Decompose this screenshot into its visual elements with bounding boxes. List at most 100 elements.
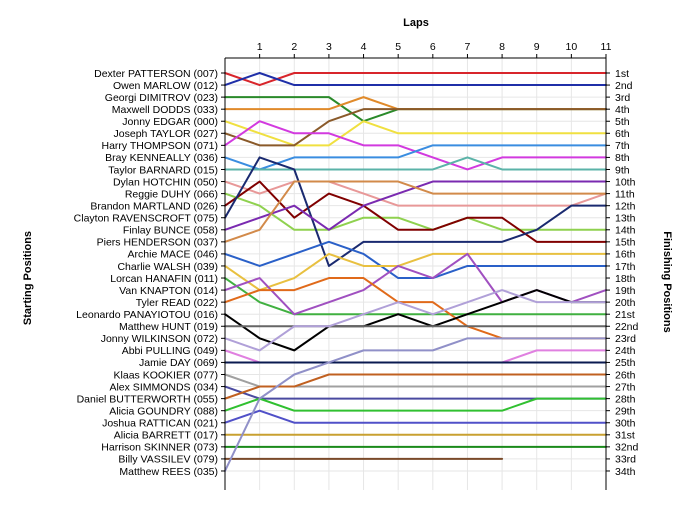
starting-rider-label-25: Jamie DAY (069) bbox=[139, 357, 218, 369]
series-line-17 bbox=[224, 252, 607, 292]
finishing-position-label-27: 27th bbox=[615, 381, 636, 393]
starting-rider-label-16: Archie MACE (046) bbox=[128, 249, 218, 261]
starting-rider-label-10: Dylan HOTCHIN (050) bbox=[113, 176, 218, 188]
series-line-6 bbox=[224, 108, 607, 147]
finishing-position-label-10: 10th bbox=[615, 176, 636, 188]
finishing-position-label-21: 21st bbox=[615, 309, 635, 321]
lap-tick-label-11: 11 bbox=[601, 41, 612, 53]
lap-tick-label-9: 9 bbox=[534, 41, 540, 53]
lap-tick-label-3: 3 bbox=[326, 41, 332, 53]
starting-rider-label-14: Finlay BUNCE (058) bbox=[123, 225, 218, 237]
series-line-8 bbox=[224, 144, 607, 171]
series-line-34 bbox=[224, 337, 607, 472]
lap-tick-label-10: 10 bbox=[566, 41, 578, 53]
finishing-position-label-24: 24th bbox=[615, 345, 636, 357]
finishing-position-label-32: 32nd bbox=[615, 442, 639, 454]
series-line-15 bbox=[224, 180, 607, 243]
series-line-19 bbox=[224, 252, 607, 316]
series-line-30 bbox=[224, 409, 607, 424]
finishing-position-label-1: 1st bbox=[615, 68, 629, 80]
lap-tick-label-1: 1 bbox=[257, 41, 263, 53]
finishing-position-label-4: 4th bbox=[615, 104, 630, 116]
starting-rider-label-32: Harrison SKINNER (073) bbox=[101, 442, 218, 454]
label-layer: 1 2 3 4 5 6 7 8 9 10 11 Dexter PATTERSON (007)Owen … bbox=[74, 41, 639, 478]
starting-rider-label-27: Alex SIMMONDS (034) bbox=[109, 381, 218, 393]
y-axis-left-title: Starting Positions bbox=[22, 231, 34, 325]
series-line-29 bbox=[224, 397, 607, 412]
starting-rider-label-6: Joseph TAYLOR (027) bbox=[114, 128, 218, 140]
series-line-10 bbox=[224, 180, 607, 207]
series-line-26 bbox=[224, 373, 607, 388]
starting-rider-label-8: Bray KENNEALLY (036) bbox=[105, 152, 218, 164]
starting-rider-label-13: Clayton RAVENSCROFT (075) bbox=[74, 213, 218, 225]
lap-tick-label-6: 6 bbox=[430, 41, 436, 53]
series-line-27 bbox=[224, 385, 607, 400]
series-line-1 bbox=[224, 72, 607, 87]
lap-tick-label-8: 8 bbox=[499, 41, 505, 53]
starting-rider-label-26: Klaas KOOKIER (077) bbox=[114, 369, 218, 381]
finishing-position-label-30: 30th bbox=[615, 418, 636, 430]
starting-rider-label-22: Matthew HUNT (019) bbox=[119, 321, 218, 333]
starting-rider-label-23: Jonny WILKINSON (072) bbox=[101, 333, 218, 345]
finishing-position-label-26: 26th bbox=[615, 369, 636, 381]
series-line-9 bbox=[224, 156, 607, 171]
series-layer bbox=[224, 72, 607, 472]
finishing-position-label-7: 7th bbox=[615, 140, 630, 152]
series-line-16 bbox=[224, 240, 607, 280]
x-axis-title: Laps bbox=[403, 17, 429, 29]
series-line-18 bbox=[224, 277, 607, 316]
starting-rider-label-1: Dexter PATTERSON (007) bbox=[94, 68, 218, 80]
finishing-position-label-18: 18th bbox=[615, 273, 636, 285]
finishing-position-label-16: 16th bbox=[615, 249, 636, 261]
finishing-position-label-8: 8th bbox=[615, 152, 630, 164]
starting-rider-label-34: Matthew REES (035) bbox=[119, 466, 218, 478]
finishing-position-label-17: 17th bbox=[615, 261, 636, 273]
finishing-position-label-28: 28th bbox=[615, 393, 636, 405]
starting-rider-label-18: Lorcan HANAFIN (011) bbox=[110, 273, 218, 285]
finishing-position-label-25: 25th bbox=[615, 357, 636, 369]
starting-rider-label-5: Jonny EDGAR (000) bbox=[122, 116, 218, 128]
starting-rider-label-21: Leonardo PANAYIOTOU (016) bbox=[76, 309, 218, 321]
finishing-position-label-13: 13th bbox=[615, 213, 636, 225]
lap-tick-label-4: 4 bbox=[361, 41, 367, 53]
starting-rider-label-20: Tyler READ (022) bbox=[136, 297, 218, 309]
finishing-position-label-23: 23rd bbox=[615, 333, 636, 345]
finishing-position-label-22: 22nd bbox=[615, 321, 639, 333]
starting-rider-label-29: Alicia GOUNDRY (088) bbox=[109, 405, 218, 417]
starting-rider-label-12: Brandon MARTLAND (026) bbox=[90, 200, 218, 212]
frame-layer bbox=[221, 54, 610, 490]
grid-layer bbox=[225, 58, 607, 490]
starting-rider-label-28: Daniel BUTTERWORTH (055) bbox=[77, 393, 218, 405]
starting-rider-label-7: Harry THOMPSON (071) bbox=[102, 140, 219, 152]
series-line-12 bbox=[224, 180, 607, 243]
lap-tick-label-7: 7 bbox=[465, 41, 471, 53]
series-line-13 bbox=[224, 156, 607, 267]
finishing-position-label-31: 31st bbox=[615, 430, 635, 442]
y-axis-right-title: Finishing Positions bbox=[661, 231, 673, 332]
finishing-position-label-3: 3rd bbox=[615, 92, 630, 104]
series-line-21 bbox=[224, 289, 607, 352]
series-line-4 bbox=[224, 96, 607, 111]
starting-rider-label-24: Abbi PULLING (049) bbox=[122, 345, 218, 357]
starting-rider-label-33: Billy VASSILEV (079) bbox=[118, 454, 218, 466]
finishing-position-label-5: 5th bbox=[615, 116, 630, 128]
finishing-position-label-20: 20th bbox=[615, 297, 636, 309]
finishing-position-label-33: 33rd bbox=[615, 454, 636, 466]
finishing-position-label-34: 34th bbox=[615, 466, 636, 478]
series-line-28 bbox=[224, 373, 607, 400]
starting-rider-label-9: Taylor BARNARD (015) bbox=[108, 164, 218, 176]
finishing-position-label-11: 11th bbox=[615, 188, 635, 200]
starting-rider-label-15: Piers HENDERSON (037) bbox=[97, 237, 218, 249]
starting-rider-label-11: Reggie DUHY (066) bbox=[125, 188, 218, 200]
starting-rider-label-17: Charlie WALSH (039) bbox=[117, 261, 218, 273]
finishing-position-label-14: 14th bbox=[615, 225, 636, 237]
starting-rider-label-3: Georgi DIMITROV (023) bbox=[105, 92, 218, 104]
finishing-position-label-9: 9th bbox=[615, 164, 630, 176]
finishing-position-label-19: 19th bbox=[615, 285, 636, 297]
series-line-11 bbox=[224, 192, 607, 231]
starting-rider-label-31: Alicia BARRETT (017) bbox=[114, 430, 218, 442]
starting-rider-label-30: Joshua RATTICAN (021) bbox=[102, 418, 218, 430]
finishing-position-label-6: 6th bbox=[615, 128, 630, 140]
finishing-position-label-12: 12th bbox=[615, 200, 636, 212]
